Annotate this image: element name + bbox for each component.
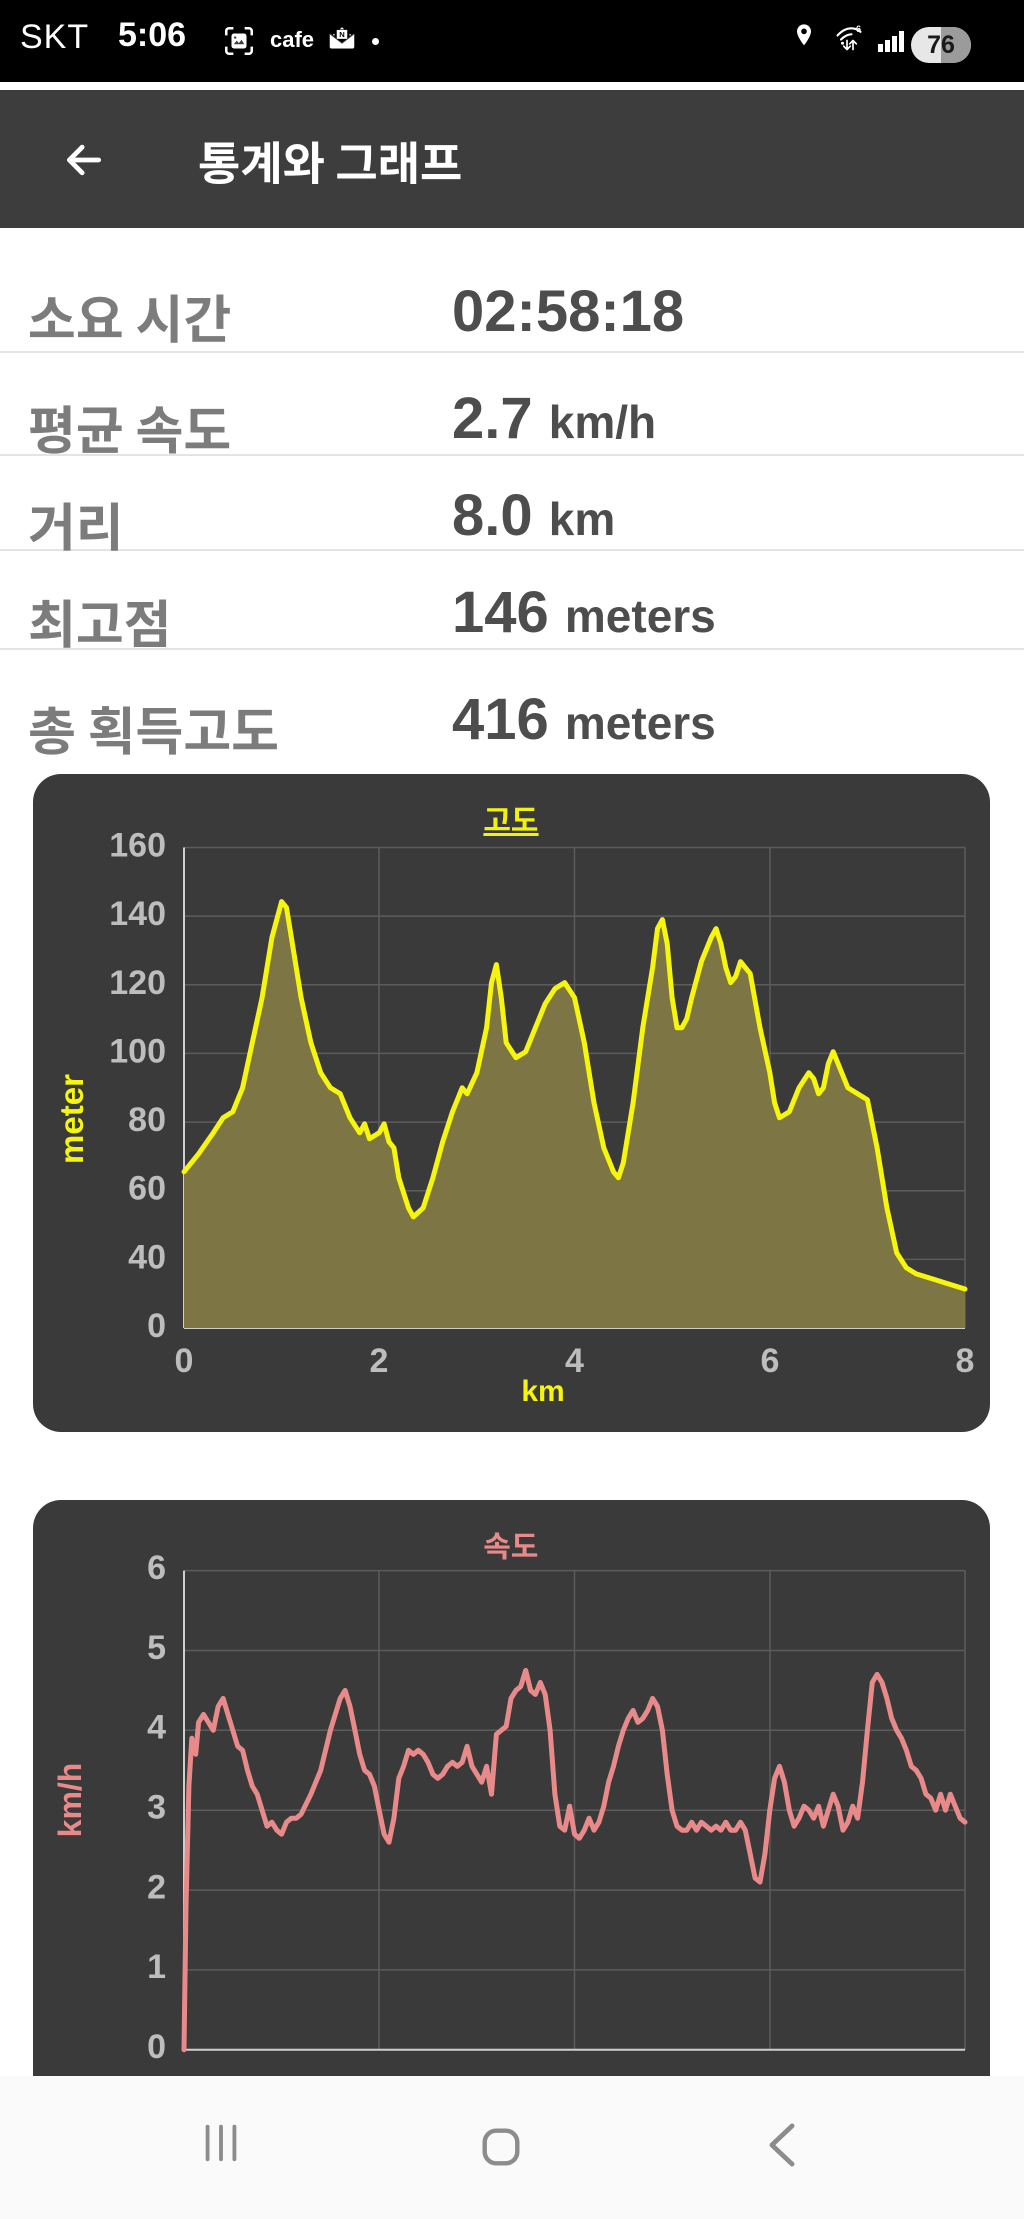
svg-text:0: 0 (175, 1342, 194, 1380)
svg-text:40: 40 (128, 1238, 166, 1276)
svg-text:4: 4 (147, 1709, 166, 1747)
svg-text:속도: 속도 (483, 1522, 538, 1566)
svg-text:1: 1 (147, 1948, 166, 1986)
svg-text:고도: 고도 (483, 796, 538, 840)
svg-text:2: 2 (147, 1868, 166, 1906)
svg-text:meter: meter (53, 1074, 90, 1164)
svg-text:6: 6 (856, 24, 861, 34)
svg-text:2: 2 (370, 1342, 389, 1380)
svg-text:6: 6 (761, 1342, 780, 1380)
svg-text:N: N (339, 30, 345, 39)
svg-text:140: 140 (109, 895, 166, 933)
svg-text:120: 120 (109, 964, 166, 1002)
svg-text:0: 0 (147, 2028, 166, 2066)
svg-text:6: 6 (147, 1549, 166, 1587)
svg-text:100: 100 (109, 1032, 166, 1070)
svg-text:4: 4 (565, 1342, 584, 1380)
svg-text:km/h: km/h (52, 1763, 88, 1838)
svg-text:3: 3 (147, 1789, 166, 1827)
svg-text:160: 160 (109, 827, 166, 865)
svg-text:8: 8 (956, 1342, 975, 1380)
svg-text:80: 80 (128, 1101, 166, 1139)
svg-text:km: km (521, 1375, 564, 1408)
svg-text:0: 0 (147, 1307, 166, 1345)
svg-text:5: 5 (147, 1629, 166, 1667)
svg-text:60: 60 (128, 1170, 166, 1208)
